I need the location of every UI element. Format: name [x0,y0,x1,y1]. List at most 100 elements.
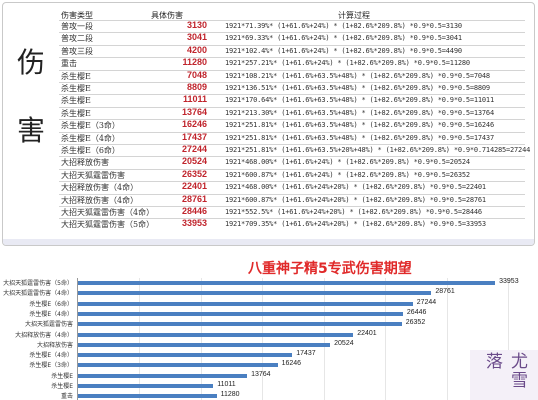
x-gridline [446,278,448,400]
row-divider [59,69,525,71]
y-axis-line [77,278,78,400]
row-formula: 1921*600.87%* (1+61.6%+24%+20%) * (1+82.… [225,195,486,204]
row-divider [59,32,525,34]
row-divider [59,206,525,207]
category-label: 大招天狐霆雷伤害（4命） [3,290,73,298]
row-divider [59,193,525,195]
row-formula: 1921*102.4%* (1+61.6%+24%) * (1+82.6%*20… [225,46,462,55]
chart-title: 八重神子精5专武伤害期望 [248,261,412,277]
bar [78,311,403,316]
row-value: 28761 [181,193,207,204]
side-signature-text: 尤雪落 [482,352,527,390]
bar-value-label: 22401 [357,329,377,337]
bar-value-label: 11280 [220,391,240,399]
x-gridline [323,278,325,400]
bar [78,373,248,378]
bar-value-label: 28761 [435,288,455,296]
row-value: 13764 [181,106,207,117]
row-value: 8809 [186,82,207,92]
row-name: 杀生樱E [61,71,91,81]
row-divider [59,106,525,108]
row-formula: 1921*251.81%* (1+61.6%+63.5%+20%+48%) * … [225,146,531,154]
row-value: 3130 [186,20,207,30]
bar [78,363,278,368]
row-name: 重击 [61,59,77,69]
category-label: 杀生樱E（4命） [29,352,73,360]
row-value: 11280 [182,57,207,68]
row-formula: 1921*600.87%* (1+61.6%+24%) * (1+82.6%*2… [225,170,470,179]
row-name: 大招释放伤害（4命） [61,183,139,193]
row-divider [59,119,525,121]
bar-value-label: 11011 [217,381,236,388]
row-name: 大招天狐霆雷伤害（5命） [61,220,155,230]
row-divider [59,144,525,145]
row-name: 杀生樱E [61,108,91,118]
row-value: 16246 [181,119,207,130]
category-label: 大招释放伤害（4命） [15,331,73,339]
row-divider [59,57,525,59]
row-name: 杀生樱E [61,96,91,106]
row-name: 普攻三段 [61,46,93,56]
header-value: 具体伤害 [151,11,183,20]
row-formula: 1921*71.39%* (1+61.6%+24%) * (1+82.6%*20… [225,22,462,30]
damage-table-panel: 伤 害 伤害类型 具体伤害 计算过程 普攻一段 3130 1921*71.39%* … [2,2,535,246]
row-divider [59,181,525,183]
big-char-hai: 害 [17,114,46,147]
category-label: 大招天狐霆雷伤害 [24,321,73,329]
row-value: 11011 [182,94,207,105]
row-value: 3041 [186,32,207,43]
row-value: 26352 [181,168,207,179]
bar [78,332,354,337]
row-formula: 1921*170.64%* (1+61.6%+63.5%+48%) * (1+8… [225,96,494,105]
category-label: 杀生樱E（4命） [29,310,73,318]
bar [78,353,293,358]
category-label: 杀生樱E（6命） [29,300,73,308]
bar [78,291,432,296]
row-value: 22401 [181,181,207,192]
row-formula: 1921*136.51%* (1+61.6%+63.5%+48%) * (1+8… [225,84,490,92]
bar-value-label: 13764 [251,370,271,378]
row-formula: 1921*257.21%* (1+61.6%+24%) * (1+82.6%*2… [225,59,470,68]
x-gridline [139,278,141,400]
row-name: 大招释放伤害 [61,158,109,168]
bar-value-label: 27244 [416,298,437,306]
category-label: 杀生樱E [51,383,73,390]
bar-value-label: 17437 [296,350,316,358]
row-formula: 1921*251.81%* (1+61.6%+63.5%+48%) * (1+8… [225,133,494,142]
row-divider [59,168,525,170]
row-value: 33953 [181,218,207,229]
row-divider [59,20,525,21]
bar [78,394,217,399]
row-name: 杀生樱E [61,84,91,93]
row-value: 17437 [181,131,207,142]
row-divider [59,131,525,133]
row-name: 普攻一段 [61,22,93,31]
bar [78,342,331,347]
row-name: 杀生樱E（6命） [61,146,120,155]
bar-value-label: 16246 [281,360,302,368]
bar-value-label: 20524 [334,339,354,347]
row-name: 普攻二段 [61,34,93,44]
row-value: 20524 [181,156,207,167]
bar-value-label: 33953 [499,278,519,285]
row-name: 杀生樱E（4命） [61,133,120,143]
bar [78,301,413,306]
panel-footer-bar [3,239,534,245]
category-label: 大招释放伤害 [36,341,73,349]
category-label: 杀生樱E [51,372,73,380]
damage-bar-chart: 大招天狐霆雷伤害（5命） 33953 大招天狐霆雷伤害（4命） 28761 杀生樱E（6… [0,278,538,400]
x-gridline [200,278,202,400]
big-char-shang: 伤 [17,46,46,79]
row-formula: 1921*552.5%* (1+61.6%+24%+20%) * (1+82.6… [225,208,482,216]
row-name: 大招天狐霆雷伤害（4命） [61,208,155,217]
row-name: 杀生樱E（3命） [61,121,120,131]
row-divider [59,94,525,96]
row-formula: 1921*709.35%* (1+61.6%+24%+20%) * (1+82.… [225,220,486,229]
bar-value-label: 26352 [405,319,426,327]
row-name: 大招释放伤害（4命） [61,195,139,205]
row-formula: 1921*251.81%* (1+61.6%+63.5%+48%) * (1+8… [225,121,494,130]
bar [78,281,496,285]
header-name: 伤害类型 [61,11,93,20]
row-divider [59,82,525,83]
row-formula: 1921*108.21%* (1+61.6%+63.5%+48%) * (1+8… [225,71,490,80]
